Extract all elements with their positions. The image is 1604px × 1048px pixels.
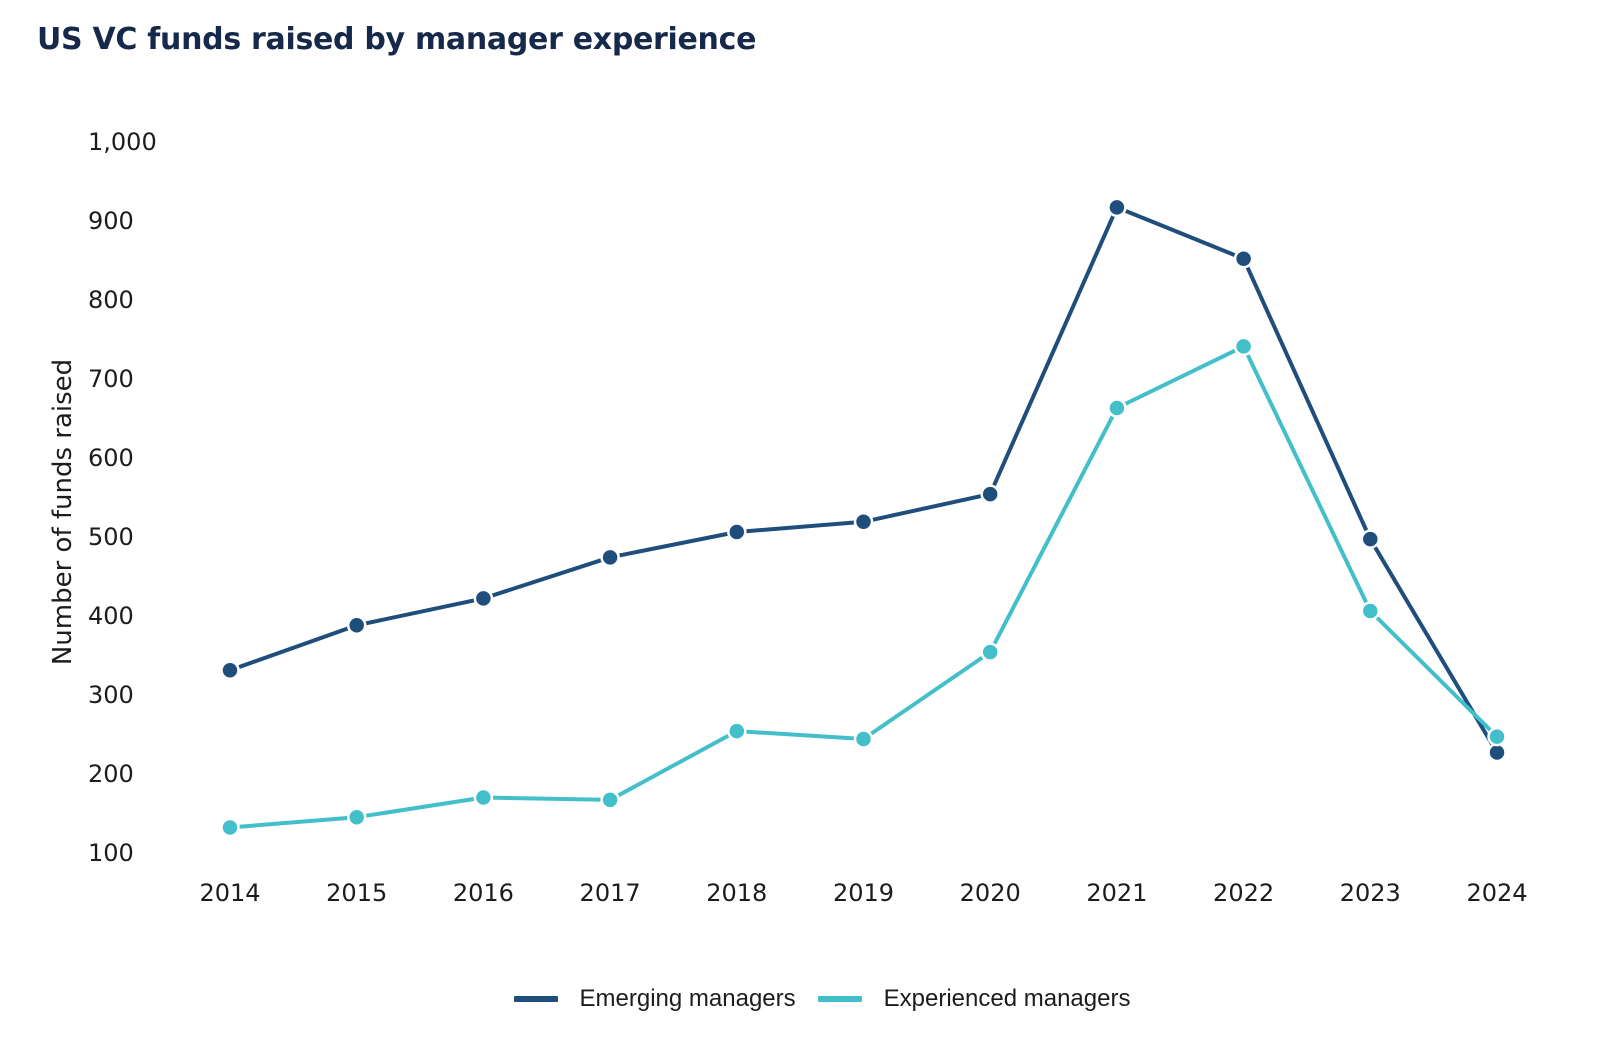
- data-point: [1360, 529, 1381, 549]
- data-point: [600, 547, 620, 568]
- y-tick-label: 600: [88, 444, 134, 472]
- x-tick-label: 2024: [1466, 879, 1527, 907]
- y-tick-label: 500: [88, 523, 134, 551]
- data-point: [473, 787, 494, 808]
- x-tick-label: 2018: [706, 879, 767, 907]
- data-point: [220, 660, 240, 681]
- data-point: [853, 729, 874, 749]
- chart-title: US VC funds raised by manager experience: [37, 22, 757, 57]
- data-point: [1233, 248, 1254, 269]
- y-axis-ticks: 100 200 300 400 500 600 700 800 900 1,000: [88, 128, 157, 867]
- data-point: [1487, 726, 1507, 747]
- x-tick-label: 2022: [1213, 879, 1274, 907]
- data-point: [1233, 336, 1254, 357]
- y-tick-label: 900: [88, 207, 134, 235]
- legend: Emerging managers Experienced managers: [0, 985, 1604, 1013]
- series-line: [228, 344, 1499, 830]
- y-tick-label: 400: [88, 602, 134, 630]
- y-tick-label: 700: [88, 365, 134, 393]
- legend-label-emerging: Emerging managers: [579, 985, 796, 1012]
- data-point: [1107, 197, 1127, 218]
- legend-swatch-emerging: [513, 996, 558, 1002]
- data-point: [600, 790, 620, 810]
- x-tick-label: 2020: [960, 879, 1021, 907]
- legend-item-emerging: Emerging managers: [513, 985, 796, 1013]
- data-point: [727, 721, 747, 741]
- data-point: [1360, 601, 1381, 621]
- data-point: [1107, 398, 1127, 418]
- y-tick-label: 200: [88, 760, 134, 788]
- y-tick-label: 800: [88, 286, 134, 314]
- y-tick-label: 300: [88, 681, 134, 709]
- data-point: [346, 807, 367, 827]
- x-tick-label: 2014: [199, 879, 260, 907]
- y-tick-label: 1,000: [88, 128, 157, 156]
- y-tick-label: 100: [88, 839, 134, 867]
- data-point: [980, 484, 1000, 504]
- x-axis-ticks: 2014 2015 2016 2017 2018 2019 2020 2021 2022 2023…: [199, 879, 1527, 907]
- data-point: [346, 615, 367, 636]
- data-point: [727, 522, 747, 542]
- legend-label-experienced: Experienced managers: [883, 985, 1131, 1012]
- legend-swatch-experienced: [817, 996, 862, 1002]
- x-tick-label: 2019: [833, 879, 894, 907]
- data-point: [980, 642, 1000, 662]
- legend-item-experienced: Experienced managers: [817, 985, 1131, 1013]
- x-tick-label: 2021: [1086, 879, 1147, 907]
- series-experienced-managers: [220, 336, 1507, 838]
- x-tick-label: 2016: [453, 879, 514, 907]
- data-point: [473, 588, 494, 609]
- data-point: [1487, 742, 1507, 763]
- y-axis-title: Number of funds raised: [48, 359, 78, 665]
- x-tick-label: 2015: [326, 879, 387, 907]
- data-point: [853, 512, 874, 532]
- series-emerging-managers: [220, 197, 1507, 763]
- series-layer: [220, 197, 1507, 838]
- data-point: [220, 817, 240, 838]
- x-tick-label: 2023: [1340, 879, 1401, 907]
- x-tick-label: 2017: [580, 879, 641, 907]
